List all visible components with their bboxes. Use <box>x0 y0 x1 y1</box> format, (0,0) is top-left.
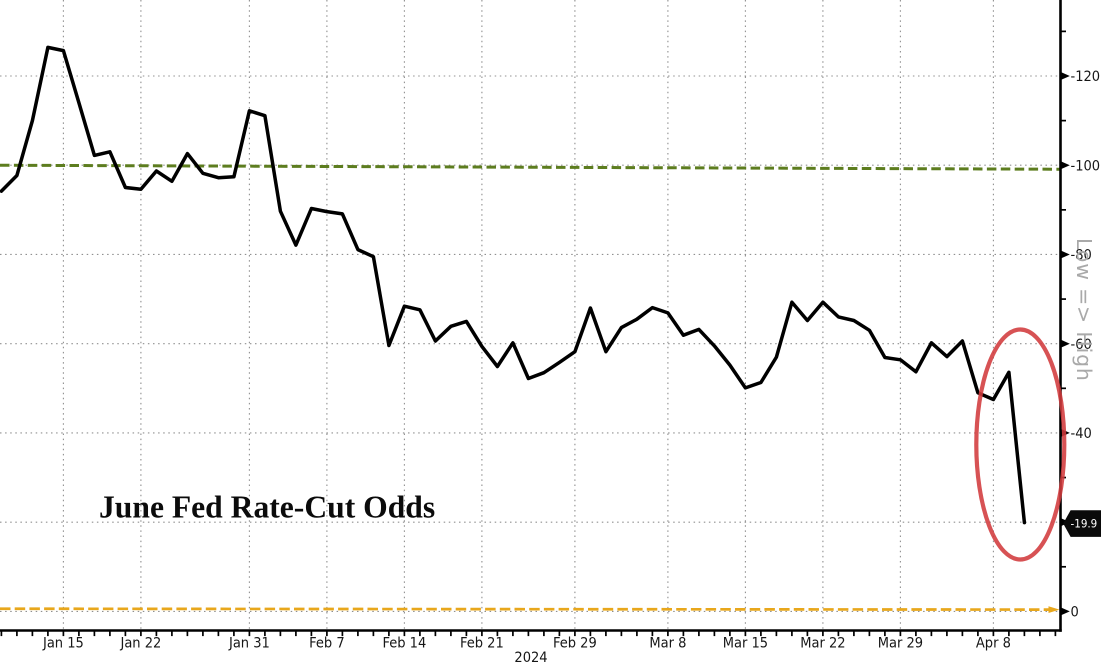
y-tick-label: -40 <box>1071 426 1092 442</box>
y-tick-arrow <box>1061 161 1070 170</box>
x-tick-label: Feb 14 <box>383 636 427 652</box>
chart-title: June Fed Rate-Cut Odds <box>99 490 435 525</box>
gridlines <box>0 0 1061 631</box>
last-value-label: -19.9 <box>1071 516 1098 530</box>
x-tick-label: Feb 7 <box>309 636 344 652</box>
y-tick-label: 0 <box>1071 605 1079 621</box>
y-tick-arrow <box>1061 72 1070 80</box>
x-tick-label: Jan 22 <box>119 636 161 652</box>
x-tick-label: Mar 8 <box>649 636 686 652</box>
x-tick-label: Feb 21 <box>460 636 504 652</box>
x-tick-label: Jan 31 <box>228 636 270 652</box>
green-dashed-reference-line <box>0 163 1060 171</box>
y-tick-label: -80 <box>1071 248 1092 264</box>
x-axis-year-label: 2024 <box>514 650 547 664</box>
x-tick-label: Mar 15 <box>723 636 768 652</box>
y-tick-arrow <box>1061 339 1070 348</box>
odds-line <box>0 45 1027 525</box>
orange-line-arrowhead <box>1048 606 1060 614</box>
y-tick-label: -60 <box>1071 337 1092 353</box>
x-tick-label: Feb 29 <box>553 636 597 652</box>
x-tick-label: Mar 22 <box>800 636 845 652</box>
last-value-tag-shape <box>1063 510 1101 537</box>
x-tick-label: Apr 8 <box>976 636 1011 652</box>
right-axis-direction-label: Low => High <box>1072 238 1096 382</box>
y-tick-arrow <box>1061 607 1070 616</box>
orange-dashed-reference-line <box>0 607 1052 611</box>
x-tick-label: Jan 15 <box>42 636 84 652</box>
last-value-tag: -19.9 <box>1063 510 1101 537</box>
reference-lines <box>0 163 1060 614</box>
annotations <box>974 327 1067 562</box>
data-series <box>0 45 1027 525</box>
y-tick-label: -100 <box>1071 158 1101 174</box>
highlight-ellipse <box>974 327 1067 562</box>
y-tick-arrow <box>1061 250 1070 259</box>
y-tick-label: -120 <box>1071 69 1101 85</box>
x-tick-label: Mar 29 <box>878 636 923 652</box>
